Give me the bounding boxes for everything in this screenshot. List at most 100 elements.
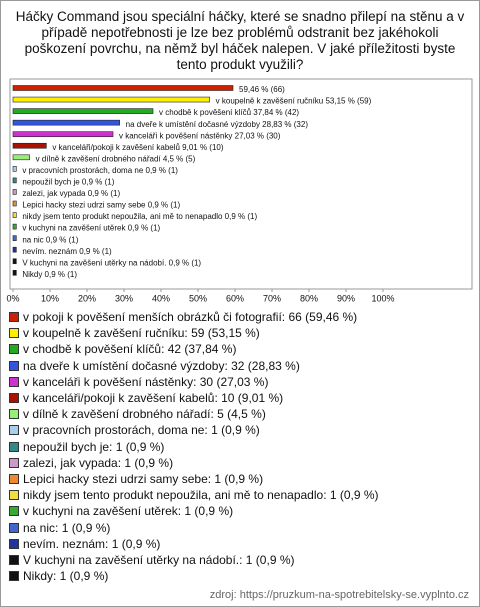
legend-label: v kanceláři/pokoji k zavěšení kabelů: 10…: [23, 391, 284, 406]
legend-label: Nikdy: 1 (0,9 %): [23, 569, 109, 584]
legend-label: nevím. neznám: 1 (0,9 %): [23, 536, 161, 551]
legend-label: V kuchyni na zavěšení utěrky na nádobí.:…: [23, 552, 295, 567]
x-tick-label: 100%: [371, 293, 394, 303]
value-label: zalezi, jak vypada 0,9 % (1): [22, 189, 120, 198]
legend-swatch: [9, 376, 19, 387]
value-label: na dveře k umístění dočasné výzdoby 28,8…: [126, 120, 309, 129]
legend-swatch: [9, 538, 19, 549]
x-tick-label: 80%: [300, 293, 318, 303]
value-label: v koupelně k zavěšení ručníku 53,15 % (5…: [216, 97, 372, 106]
value-label: nevím. neznám 0,9 % (1): [22, 247, 112, 256]
legend-label: v kanceláři k pověšení nástěnky: 30 (27,…: [23, 374, 269, 389]
legend-item: V kuchyni na zavěšení utěrky na nádobí.:…: [9, 552, 473, 568]
bar: [12, 85, 234, 91]
bar: [12, 142, 47, 149]
x-tick-label: 40%: [152, 293, 170, 303]
legend-label: nepoužil bych je: 1 (0,9 %): [23, 439, 165, 454]
legend-swatch: [9, 409, 19, 420]
value-label: 59,46 % (66): [239, 85, 285, 94]
value-label: v kanceláři k pověšení nástěnky 27,03 % …: [119, 131, 281, 140]
x-tick-label: 10%: [41, 293, 59, 303]
legend-item: Nikdy: 1 (0,9 %): [9, 568, 473, 584]
chart-title: Háčky Command jsou speciální háčky, kter…: [15, 9, 465, 72]
value-label: nepoužil bych je 0,9 % (1): [22, 178, 114, 187]
bar: [12, 246, 17, 253]
bar: [12, 270, 17, 276]
bar: [12, 119, 120, 126]
legend-swatch: [9, 457, 19, 468]
value-label: nikdy jsem tento produkt nepoužila, ani …: [22, 212, 257, 221]
bar: [12, 200, 17, 207]
legend-item: v dílně k zavěšení drobného nářadí: 5 (4…: [9, 406, 473, 422]
legend-item: nevím. neznám: 1 (0,9 %): [9, 536, 473, 552]
value-label: v pracovních prostorách, doma ne 0,9 % (…: [22, 166, 178, 175]
legend-item: v pracovních prostorách, doma ne: 1 (0,9…: [9, 422, 473, 438]
value-label: V kuchyni na zavěšení utěrky na nádobí. …: [22, 258, 201, 267]
legend-swatch: [9, 425, 19, 436]
bar: [12, 154, 30, 161]
legend-item: v kanceláři/pokoji k zavěšení kabelů: 10…: [9, 390, 473, 406]
value-label: v kanceláři/pokoji k zavěšení kabelů 9,0…: [52, 143, 224, 152]
bar: [12, 223, 17, 230]
legend-label: v pokoji k pověšení menších obrázků či f…: [23, 310, 358, 325]
legend-item: zalezi, jak vypada: 1 (0,9 %): [9, 455, 473, 471]
plot-frame: [9, 78, 473, 290]
value-label: v dílně k zavěšení drobného nářadí 4,5 %…: [36, 154, 196, 163]
bar: [12, 108, 154, 114]
legend-swatch: [9, 554, 19, 565]
bar: [12, 189, 17, 195]
legend-label: v pracovních prostorách, doma ne: 1 (0,9…: [23, 423, 260, 438]
legend-swatch: [9, 328, 19, 339]
legend-label: v chodbě k pověšení klíčů: 42 (37,84 %): [23, 342, 237, 357]
legend-item: v pokoji k pověšení menších obrázků či f…: [9, 309, 473, 325]
x-tick-label: 0%: [6, 293, 19, 303]
legend-swatch: [9, 312, 19, 323]
bar: [12, 96, 210, 103]
x-tick-label: 20%: [78, 293, 96, 303]
value-label: v chodbě k pověšení klíčů 37,84 % (42): [159, 108, 299, 117]
chart: 0% 10% 20% 30% 40% 50% 60% 70% 80% 90% 100% 59,46 %…: [6, 78, 473, 303]
legend: v pokoji k pověšení menších obrázků či f…: [9, 309, 473, 584]
legend-label: na nic: 1 (0,9 %): [23, 520, 111, 535]
legend-label: v koupelně k zavěšení ručníku: 59 (53,15…: [23, 326, 260, 341]
legend-label: zalezi, jak vypada: 1 (0,9 %): [23, 455, 174, 470]
legend-item: na nic: 1 (0,9 %): [9, 519, 473, 535]
bar: [12, 235, 17, 241]
bar: [12, 131, 114, 138]
legend-swatch: [9, 441, 19, 452]
value-label: na nic 0,9 % (1): [22, 235, 78, 244]
legend-swatch: [9, 393, 19, 404]
bar: [12, 258, 17, 265]
legend-item: v koupelně k zavěšení ručníku: 59 (53,15…: [9, 325, 473, 341]
legend-swatch: [9, 473, 19, 484]
legend-swatch: [9, 490, 19, 501]
legend-label: nikdy jsem tento produkt nepoužila, ani …: [23, 488, 379, 503]
x-tick-label: 30%: [115, 293, 133, 303]
legend-label: v kuchyni na zavěšení utěrek: 1 (0,9 %): [23, 504, 234, 519]
legend-item: v kanceláři k pověšení nástěnky: 30 (27,…: [9, 374, 473, 390]
legend-swatch: [9, 571, 19, 582]
bar: [12, 166, 17, 172]
legend-label: Lepici hacky stezi udrzi samy sebe: 1 (0…: [23, 471, 264, 486]
legend-label: v dílně k zavěšení drobného nářadí: 5 (4…: [23, 407, 266, 422]
legend-swatch: [9, 506, 19, 517]
legend-item: na dveře k umístění dočasné výzdoby: 32 …: [9, 358, 473, 374]
x-tick-label: 60%: [226, 293, 244, 303]
x-tick-label: 90%: [337, 293, 355, 303]
legend-swatch: [9, 522, 19, 533]
legend-item: Lepici hacky stezi udrzi samy sebe: 1 (0…: [9, 471, 473, 487]
value-label: Nikdy 0,9 % (1): [22, 270, 77, 279]
bar: [12, 212, 17, 218]
legend-swatch: [9, 360, 19, 371]
legend-item: nikdy jsem tento produkt nepoužila, ani …: [9, 487, 473, 503]
bar: [12, 177, 17, 184]
x-tick-label: 70%: [263, 293, 281, 303]
legend-swatch: [9, 344, 19, 355]
legend-label: na dveře k umístění dočasné výzdoby: 32 …: [23, 358, 300, 373]
x-tick-label: 50%: [189, 293, 207, 303]
value-label: Lepici hacky stezi udrzi samy sebe 0,9 %…: [22, 201, 180, 210]
source: zdroj: https://pruzkum-na-spotrebitelsky…: [209, 589, 469, 601]
legend-item: v kuchyni na zavěšení utěrek: 1 (0,9 %): [9, 503, 473, 519]
value-label: v kuchyni na zavěšení utěrek 0,9 % (1): [22, 224, 160, 233]
